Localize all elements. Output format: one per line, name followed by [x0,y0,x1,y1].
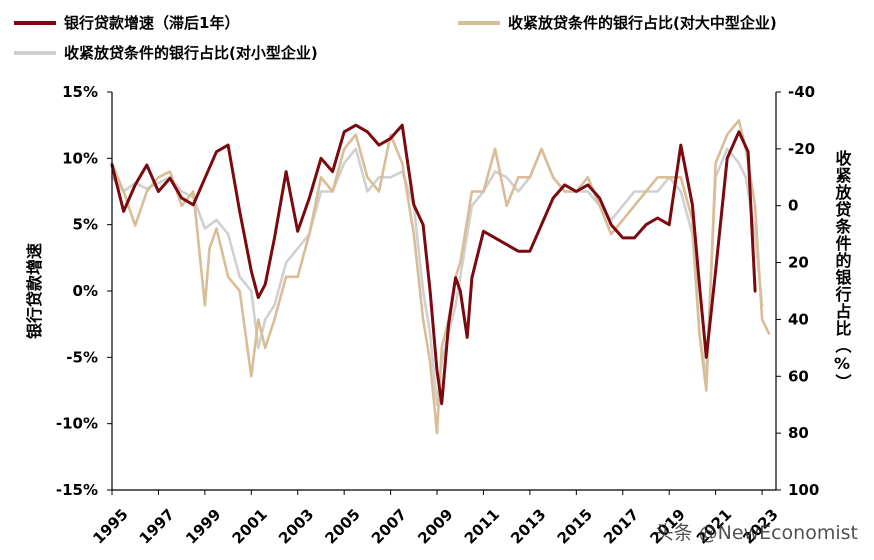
left-tick-label: 5% [73,216,98,234]
legend-item-large-firms: 收紧放贷条件的银行占比(对大中型企业) [458,12,777,33]
x-tick-label: 2007 [368,505,410,547]
left-tick-label: -15% [56,481,98,499]
right-tick-label: 100 [788,481,819,499]
x-tick-label: 2013 [507,505,549,547]
x-tick-label: 1997 [136,505,178,547]
legend-item-loan-growth: 银行贷款增速（滞后1年） [14,12,239,33]
right-tick-label: 0 [788,197,798,215]
x-tick-label: 2003 [275,505,317,547]
legend-swatch-small-firms [14,50,56,55]
left-tick-label: 10% [62,149,98,167]
x-tick-label: 2017 [600,505,642,547]
legend-swatch-loan-growth [14,20,56,25]
left-tick-label: 0% [73,282,98,300]
right-axis-ticks: -40 -20 0 20 40 60 80 100 [776,83,819,499]
x-tick-label: 1999 [182,505,224,547]
legend-item-small-firms: 收紧放贷条件的银行占比(对小型企业) [14,42,318,63]
x-tick-label: 2015 [554,505,596,547]
series-line-large-firms [110,119,771,435]
legend-swatch-large-firms [458,20,500,25]
watermark: 头条 @NewEconomist [654,522,858,544]
right-tick-label: -40 [788,83,815,101]
right-tick-label: 20 [788,254,809,272]
left-axis-title: 银行贷款增速 [25,243,44,339]
x-tick-label: 2005 [322,505,364,547]
series-lines [110,119,771,435]
right-tick-label: 80 [788,424,809,442]
left-axis-ticks: 15% 10% 5% 0% -5% -10% -15% [56,83,112,499]
series-line-loan-growth [110,123,757,406]
legend-label-small-firms: 收紧放贷条件的银行占比(对小型企业) [64,44,318,62]
x-tick-label: 2011 [461,505,503,547]
x-tick-label: 1995 [89,505,131,547]
left-tick-label: 15% [62,83,98,101]
right-tick-label: 40 [788,310,809,328]
right-tick-label: -20 [788,140,815,158]
left-tick-label: -10% [56,415,98,433]
left-tick-label: -5% [66,348,98,366]
legend-label-loan-growth: 银行贷款增速（滞后1年） [64,14,240,32]
right-axis-title: 收紧放贷条件的银行占比（%） [833,149,853,391]
legend-label-large-firms: 收紧放贷条件的银行占比(对大中型企业) [508,14,777,32]
x-tick-label: 2001 [229,505,271,547]
right-tick-label: 60 [788,367,809,385]
x-tick-label: 2009 [414,505,456,547]
